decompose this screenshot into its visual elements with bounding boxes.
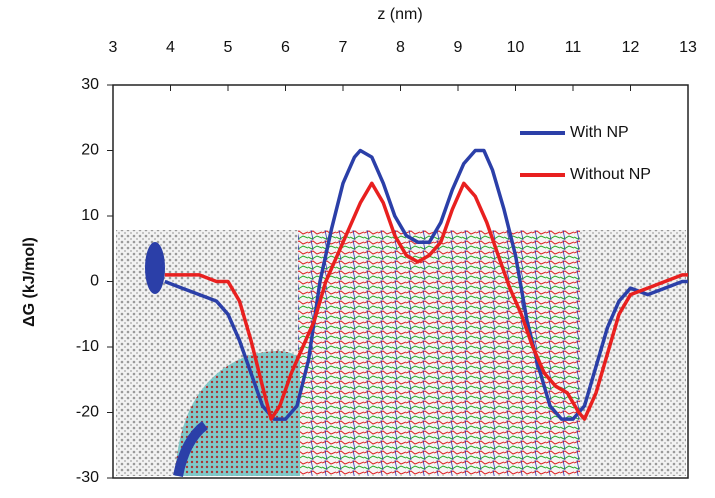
x-tick-label: 12 bbox=[622, 39, 640, 56]
x-tick-label: 6 bbox=[281, 39, 290, 56]
x-tick-label: 9 bbox=[454, 39, 463, 56]
y-tick-label: 20 bbox=[81, 142, 99, 159]
x-axis-title: z (nm) bbox=[377, 6, 422, 23]
y-axis-title: ΔG (kJ/mol) bbox=[21, 237, 38, 327]
x-tick-label: 11 bbox=[565, 39, 582, 56]
legend-label: Without NP bbox=[570, 166, 651, 183]
y-tick-label: 0 bbox=[90, 273, 99, 290]
simulation-background bbox=[116, 230, 686, 478]
y-tick-label: 30 bbox=[81, 76, 99, 93]
y-tick-label: 10 bbox=[81, 207, 99, 224]
legend-label: With NP bbox=[570, 124, 629, 141]
x-tick-label: 7 bbox=[339, 39, 348, 56]
x-tick-label: 8 bbox=[396, 39, 405, 56]
series-line bbox=[164, 181, 688, 421]
x-tick-label: 4 bbox=[166, 39, 175, 56]
y-tick-label: -30 bbox=[76, 469, 99, 486]
x-tick-label: 3 bbox=[109, 39, 118, 56]
series-line bbox=[164, 148, 688, 421]
y-tick-label: -20 bbox=[76, 404, 99, 421]
x-tick-label: 5 bbox=[224, 39, 233, 56]
x-tick-label: 13 bbox=[679, 39, 697, 56]
y-tick-label: -10 bbox=[76, 338, 99, 355]
x-tick-label: 10 bbox=[507, 39, 525, 56]
